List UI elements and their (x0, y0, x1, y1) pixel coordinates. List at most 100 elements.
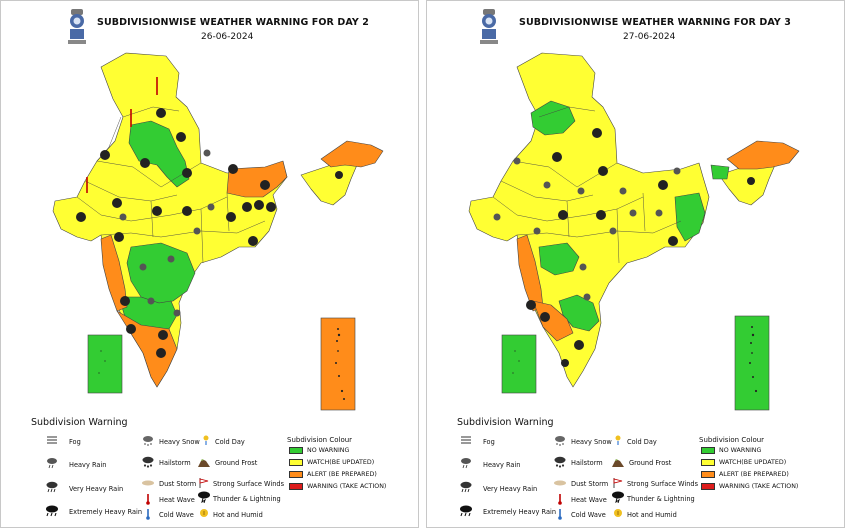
legend-dust-storm: Dust Storm (159, 480, 197, 488)
india-warning-map (52, 52, 384, 411)
legend-heavy-rain: Heavy Rain (483, 461, 521, 469)
west-bengal-region (226, 160, 288, 198)
colour-no-warning: NO WARNING (719, 447, 762, 454)
arunachal-region (320, 140, 384, 168)
hailstorm-icon (554, 456, 566, 468)
legend-thunder-lightning: Thunder & Lightning (627, 495, 695, 503)
heat-wave-icon (146, 494, 150, 505)
colour-no-warning: NO WARNING (307, 447, 350, 454)
legend-dust-storm: Dust Storm (571, 480, 609, 488)
legend-strong-surface-winds: Strong Surface Winds (213, 480, 285, 488)
legend-cold-wave: Cold Wave (571, 511, 606, 519)
legend-heavy-snow: Heavy Snow (571, 438, 612, 446)
hot-humid-icon (614, 509, 622, 517)
lakshadweep-box (501, 334, 537, 394)
strong-surface-winds-icon (613, 478, 623, 488)
map-title: SUBDIVISIONWISE WEATHER WARNING FOR DAY … (519, 17, 791, 28)
cold-day-icon (615, 435, 621, 445)
alert-swatch (701, 471, 715, 478)
hailstorm-icon (142, 456, 154, 468)
telangana-region (126, 242, 196, 304)
legend-cold-day: Cold Day (627, 438, 657, 446)
fog-icon (47, 436, 57, 444)
legend-ground-frost: Ground Frost (215, 459, 258, 467)
legend-heat-wave: Heat Wave (571, 496, 607, 504)
legend-very-heavy-rain: Very Heavy Rain (69, 485, 124, 493)
sikkim-region (710, 164, 730, 180)
andaman-nicobar-box (320, 317, 356, 411)
legend-thunder-lightning: Thunder & Lightning (213, 495, 281, 503)
heat-wave-icon (558, 494, 562, 505)
lakshadweep-box (87, 334, 123, 394)
legend-fog: Fog (69, 438, 81, 446)
warning-swatch (701, 483, 715, 490)
watch-swatch (701, 459, 715, 466)
day3-warning-panel: SUBDIVISIONWISE WEATHER WARNING FOR DAY … (426, 0, 845, 528)
india-outline (52, 52, 288, 388)
arunachal-region (726, 140, 800, 170)
gangetic-wb-region (674, 192, 706, 242)
legend-ground-frost: Ground Frost (629, 459, 672, 467)
legend-hailstorm: Hailstorm (159, 459, 191, 467)
cold-wave-icon (558, 509, 562, 520)
colour-watch: WATCH(BE UPDATED) (719, 459, 787, 466)
emblem-icon (480, 9, 498, 44)
punjab-region (530, 100, 576, 136)
colour-alert: ALERT (BE PREPARED) (307, 471, 377, 478)
heavy-rain-icon (461, 458, 471, 469)
warning-swatch (289, 483, 303, 490)
map-date: 27-06-2024 (623, 32, 676, 42)
thunder-lightning-icon (612, 491, 624, 503)
ground-frost-icon (198, 459, 210, 467)
legend-hailstorm: Hailstorm (571, 459, 603, 467)
marathwada-region (538, 242, 580, 276)
cold-day-icon (203, 435, 209, 445)
colour-alert: ALERT (BE PREPARED) (719, 471, 789, 478)
extremely-heavy-rain-icon (460, 505, 472, 517)
india-warning-map (468, 52, 800, 411)
fog-icon (461, 436, 471, 444)
legend-title: Subdivision Warning (457, 417, 554, 428)
watch-swatch (289, 459, 303, 466)
colour-warning: WARNING (TAKE ACTION) (307, 483, 387, 490)
hot-humid-icon (200, 509, 208, 517)
legend-cold-day: Cold Day (215, 438, 245, 446)
northeast-region (300, 160, 358, 206)
legend-hot-humid: Hot and Humid (213, 511, 263, 519)
map-date: 26-06-2024 (201, 32, 254, 42)
heavy-snow-icon (143, 436, 153, 446)
no-warning-swatch (289, 447, 303, 454)
heavy-rain-icon (47, 458, 57, 469)
legend-extremely-heavy-rain: Extremely Heavy Rain (483, 508, 557, 516)
no-warning-swatch (701, 447, 715, 454)
emblem-icon (68, 9, 86, 44)
legend-fog: Fog (483, 438, 495, 446)
legend-cold-wave: Cold Wave (159, 511, 194, 519)
dust-storm-icon (142, 480, 154, 486)
extremely-heavy-rain-icon (46, 505, 58, 517)
alert-swatch (289, 471, 303, 478)
legend-heavy-snow: Heavy Snow (159, 438, 200, 446)
thunder-lightning-icon (198, 491, 210, 503)
legend-very-heavy-rain: Very Heavy Rain (483, 485, 538, 493)
strong-surface-winds-icon (199, 478, 209, 488)
map-title: SUBDIVISIONWISE WEATHER WARNING FOR DAY … (97, 17, 369, 28)
ground-frost-icon (612, 459, 624, 467)
west-coast-region (100, 234, 128, 312)
cold-wave-icon (146, 509, 150, 520)
very-heavy-rain-icon (46, 481, 58, 493)
very-heavy-rain-icon (460, 481, 472, 493)
legend-extremely-heavy-rain: Extremely Heavy Rain (69, 508, 143, 516)
heavy-snow-icon (555, 436, 565, 446)
day2-warning-panel: SUBDIVISIONWISE WEATHER WARNING FOR DAY … (0, 0, 419, 528)
punjab-haryana-region (128, 120, 190, 188)
colour-watch: WATCH(BE UPDATED) (307, 459, 375, 466)
legend-hot-humid: Hot and Humid (627, 511, 677, 519)
legend-heat-wave: Heat Wave (159, 496, 195, 504)
colour-legend-title: Subdivision Colour (699, 436, 765, 444)
legend-title: Subdivision Warning (31, 417, 128, 428)
andaman-nicobar-box (734, 315, 770, 411)
karnataka-coast-region (532, 300, 574, 342)
colour-legend-title: Subdivision Colour (287, 436, 353, 444)
colour-warning: WARNING (TAKE ACTION) (719, 483, 799, 490)
